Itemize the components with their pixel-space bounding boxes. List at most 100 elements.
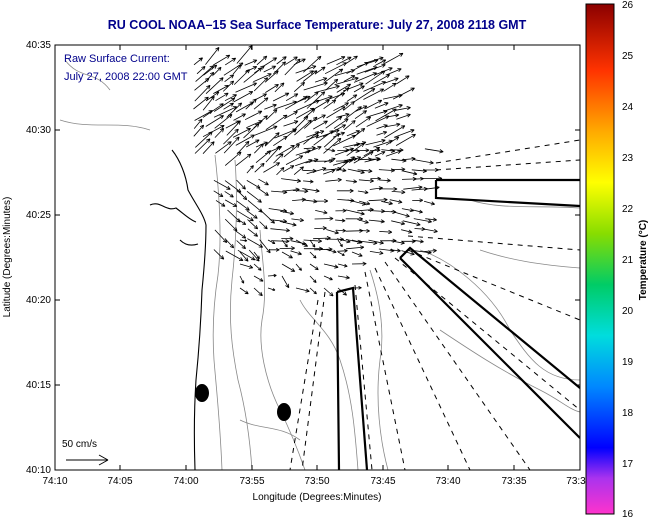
current-vector [424,248,437,253]
current-vector [236,189,248,201]
current-vector [315,210,328,215]
current-vector [313,158,334,164]
y-tick-label: 40:35 [26,40,51,51]
colorbar-gradient [585,3,615,515]
current-vector [236,140,250,155]
current-vector [194,77,210,91]
current-vector [413,218,432,224]
current-vector [322,124,347,138]
current-vector [358,178,374,183]
current-vector [373,74,391,85]
current-vector [368,197,388,202]
x-tick-label: 74:10 [42,476,67,487]
current-vector [195,131,213,148]
current-vector [224,199,238,207]
current-vector [379,186,398,192]
current-vector [337,251,345,256]
current-vector [412,209,423,214]
current-vector [293,166,304,176]
current-vector [395,133,416,146]
current-vector [290,250,302,256]
current-vector [335,218,346,223]
current-vector [224,191,234,198]
current-vector [194,138,211,154]
current-vector [357,219,369,224]
current-vector [402,170,418,176]
current-vector [302,70,318,82]
radar-wedges [335,178,580,470]
current-vector [363,88,385,100]
x-tick-label: 73:50 [304,476,329,487]
current-vector [313,120,328,130]
current-vector [246,190,262,203]
current-vector [223,102,234,110]
current-vector [292,189,309,194]
current-vector [309,275,317,283]
current-vector [333,134,356,147]
current-vector [393,129,415,138]
current-vector [333,118,349,129]
colorbar-tick: 17 [622,459,634,470]
current-vector [424,185,440,190]
current-vector [396,113,411,120]
current-vector [303,145,316,151]
current-vector [202,95,215,111]
current-vector [382,52,404,65]
current-vector [213,97,236,112]
current-vector [374,59,387,67]
current-vector [304,91,319,103]
current-vector [253,77,269,92]
colorbar-tick: 21 [622,255,634,266]
current-vector [233,91,254,103]
current-vector [215,200,226,207]
current-vector [345,209,365,216]
current-vector [283,165,295,173]
current-vector [385,122,401,128]
current-vector [365,70,386,85]
current-vector [401,229,413,234]
current-vector [267,273,277,278]
current-vector [413,159,434,165]
colorbar-tick: 24 [622,102,634,113]
current-vector [245,98,257,110]
coastline [149,149,207,470]
current-vector [345,55,358,64]
current-vector [309,263,319,271]
current-vector [326,56,346,65]
scale-label: 50 cm/s [62,439,97,450]
current-vector [425,217,437,222]
current-vector [293,115,309,131]
current-vector [254,125,278,136]
current-vector [263,162,281,173]
current-vector [270,228,290,233]
current-vector [239,287,249,295]
current-vector [336,83,352,93]
current-vector [334,87,350,100]
current-vector [302,188,320,193]
current-vector [313,130,334,146]
colorbar-tick: 18 [622,408,634,419]
current-vector [202,103,224,118]
current-vector [271,239,290,244]
current-vector [346,130,361,137]
current-vector [391,167,406,172]
current-vector [265,84,279,93]
current-vector [358,148,370,153]
current-vector [235,82,257,93]
current-vector [224,238,235,249]
current-vector [343,75,356,82]
current-vector [222,80,235,92]
y-tick-label: 40:20 [26,295,51,306]
current-vector [368,157,381,162]
current-vector [326,249,337,254]
x-tick-label: 74:05 [107,476,132,487]
y-tick-label: 40:25 [26,210,51,221]
current-vector [224,151,242,166]
current-vector [193,96,209,110]
current-vector [391,210,410,218]
current-vector [383,104,403,112]
current-vector [239,275,245,284]
current-vector [351,261,367,266]
current-vector [226,120,241,136]
